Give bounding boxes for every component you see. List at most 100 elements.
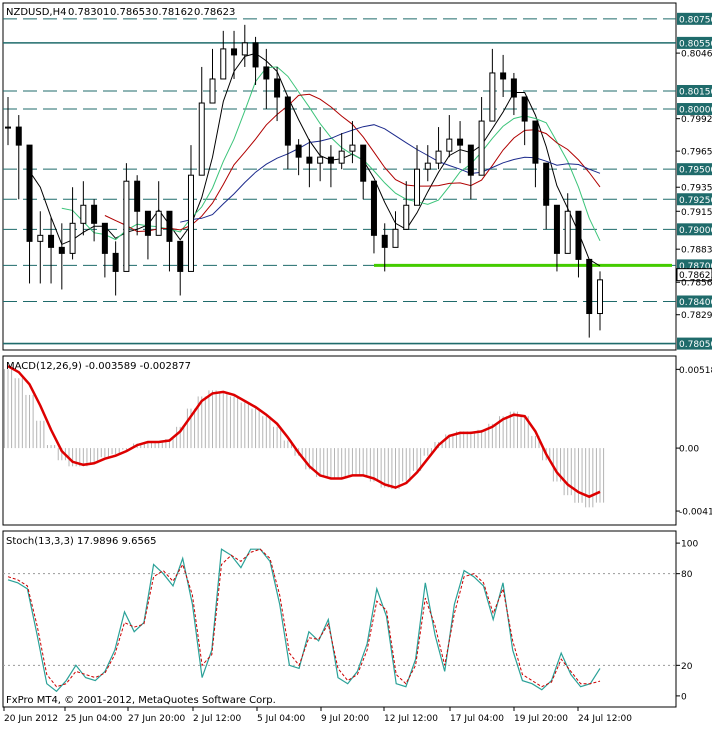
candle-body	[252, 42, 259, 68]
ma-green-line	[61, 66, 601, 242]
candle-body	[101, 222, 108, 254]
candle-body	[220, 48, 227, 80]
candle-body	[543, 162, 550, 206]
price-tick-label: 0.78835	[681, 246, 712, 256]
candle-body	[263, 66, 270, 80]
x-tick-label: 25 Jun 04:00	[65, 714, 122, 724]
candle-body	[37, 234, 44, 242]
candle-body	[457, 138, 464, 146]
x-tick-label: 27 Jun 20:00	[128, 714, 185, 724]
candle-body	[166, 210, 173, 242]
candle-body	[198, 102, 205, 176]
price-header-open: 0.78301	[68, 7, 109, 18]
candle-body	[155, 210, 162, 236]
candle-body	[597, 279, 603, 315]
macd-tick-label: 0.005184	[679, 366, 712, 376]
candle-body	[306, 156, 313, 164]
stoch-pane-frame	[2, 530, 677, 708]
candle-body	[575, 210, 582, 260]
candle-body	[564, 210, 571, 254]
candle-body	[403, 204, 410, 230]
macd-pane-frame	[2, 355, 677, 526]
x-tick-label: 17 Jul 04:00	[450, 714, 504, 724]
stoch-main-line	[7, 548, 601, 693]
candle-body	[187, 174, 194, 272]
stoch-header: Stoch(13,3,3) 17.9896 9.6565	[6, 536, 157, 547]
candle-body	[15, 126, 22, 146]
candle-body	[231, 48, 238, 56]
candle-body	[5, 126, 11, 129]
candle-body	[360, 144, 367, 182]
price-header: NZDUSD,H4	[6, 7, 66, 18]
candle-body	[424, 162, 431, 170]
price-tag-box	[677, 36, 712, 49]
price-tick-label: 0.80465	[681, 50, 712, 60]
x-tick-label: 12 Jul 12:00	[384, 714, 438, 724]
candle-body	[381, 234, 388, 248]
candle-body	[209, 78, 216, 104]
price-pane-frame	[2, 2, 677, 351]
price-tag-box	[677, 84, 712, 97]
price-tag-box	[677, 12, 712, 25]
stoch-tick-label: 0	[681, 692, 687, 702]
candle-body	[69, 222, 76, 254]
candle-body	[338, 150, 345, 164]
stoch-tick-label: 20	[681, 662, 693, 672]
candle-body	[392, 228, 399, 248]
candle-body	[144, 210, 151, 236]
candle-body	[80, 204, 87, 224]
candle-body	[123, 180, 130, 272]
candle-body	[349, 144, 356, 152]
price-tag-box	[677, 103, 712, 116]
candle-body	[510, 78, 517, 98]
candle-body	[284, 96, 291, 146]
x-tick-label: 5 Jul 04:00	[257, 714, 306, 724]
candle-body	[241, 42, 248, 56]
stoch-signal-line	[7, 548, 601, 688]
candle-body	[467, 144, 474, 176]
candle-body	[414, 168, 421, 206]
current-price-box	[676, 268, 712, 282]
current-price-label: 0.78623	[679, 271, 712, 281]
candle-body	[435, 150, 442, 164]
candle-body	[134, 180, 141, 212]
candle-body	[532, 120, 539, 164]
macd-tick-label: 0.00	[679, 445, 699, 455]
macd-header: MACD(12,26,9) -0.003589 -0.002877	[6, 361, 191, 372]
stoch-tick-label: 80	[681, 570, 693, 580]
candle-body	[327, 156, 334, 164]
price-tag-box	[677, 223, 712, 236]
candle-body	[586, 258, 593, 315]
x-tick-label: 24 Jul 12:00	[578, 714, 632, 724]
candle-body	[370, 180, 377, 236]
candle-body	[446, 138, 453, 152]
price-tag-box	[677, 193, 712, 206]
price-tag-box	[677, 163, 712, 176]
candle-body	[26, 144, 33, 242]
price-tag-box	[677, 295, 712, 308]
price-header-high: 0.78653	[110, 7, 151, 18]
candle-body	[58, 246, 65, 254]
candle-body	[177, 240, 184, 272]
x-tick-label: 2 Jul 12:00	[193, 714, 242, 724]
candle-body	[478, 120, 485, 176]
candle-body	[553, 204, 560, 254]
ma-blue-line	[180, 124, 601, 223]
candle-body	[91, 204, 98, 224]
candle-body	[295, 144, 302, 158]
x-tick-label: 20 Jun 2012	[4, 714, 58, 724]
